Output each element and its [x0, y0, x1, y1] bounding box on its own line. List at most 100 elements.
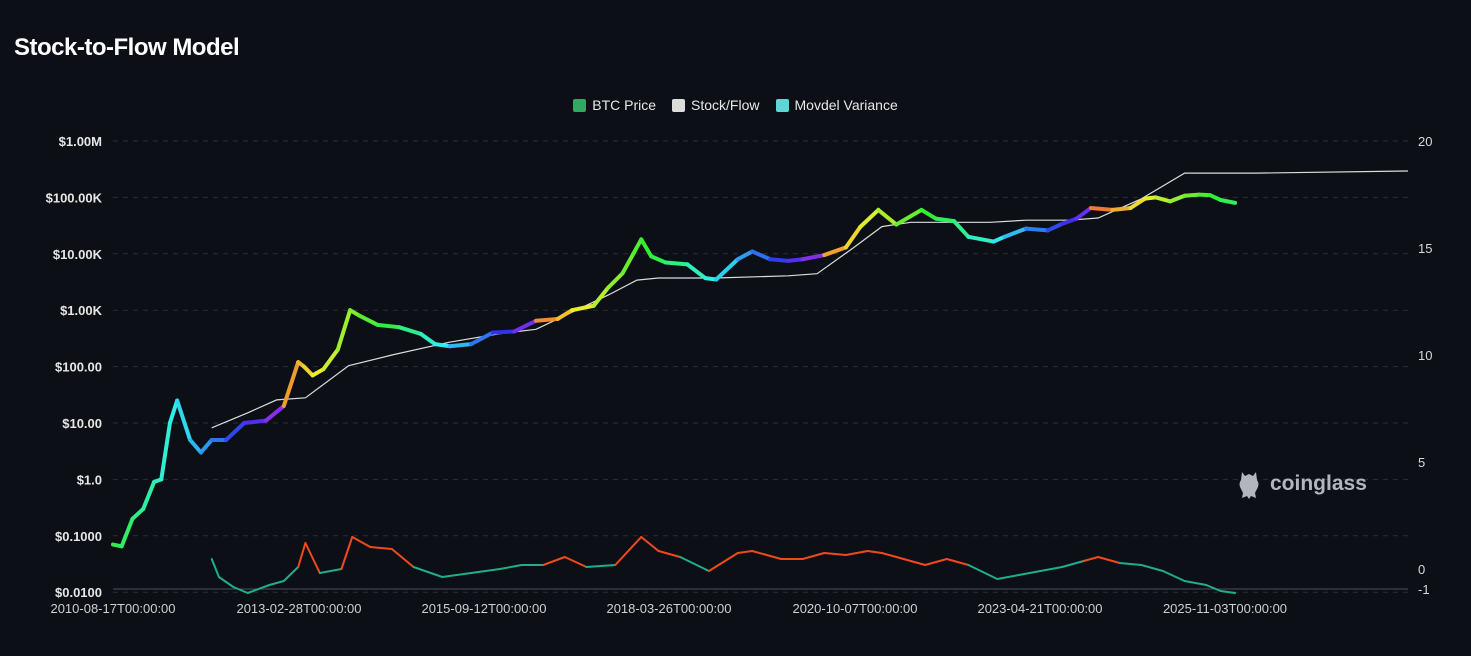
model-variance-segment [751, 550, 783, 560]
model-variance-segment [707, 552, 739, 572]
model-variance-segment [390, 548, 415, 568]
btc-price-segment [263, 404, 286, 423]
btc-price-segment [141, 479, 157, 511]
btc-price-segment [1128, 196, 1147, 210]
model-variance-segment [902, 558, 927, 566]
left-tick-label: $100.00K [46, 190, 103, 205]
model-variance-segment [1161, 570, 1186, 582]
model-variance-segment [217, 576, 235, 588]
right-tick-label: 0 [1418, 562, 1425, 577]
left-tick-label: $100.00 [55, 360, 102, 375]
btc-price-segment [490, 329, 517, 335]
x-tick-label: 2023-04-21T00:00:00 [977, 601, 1102, 616]
legend-label-btc-price: BTC Price [592, 97, 657, 113]
left-tick-label: $1.00M [59, 134, 102, 149]
btc-price-segment [1153, 195, 1173, 204]
model-variance-segment [1082, 556, 1100, 562]
btc-price-segment [843, 224, 863, 250]
x-tick-label: 2010-08-17T00:00:00 [50, 601, 175, 616]
left-axis-price: $1.00M $100.00K $10.00K $1.00K $100.00 $10.00… [46, 134, 103, 600]
model-variance-segment [297, 542, 307, 568]
x-tick-label: 2018-03-26T00:00:00 [606, 601, 731, 616]
right-axis: 20 15 10 5 0 -1 [1418, 134, 1432, 597]
left-tick-label: $1.00K [60, 303, 103, 318]
model-variance-segment [441, 572, 473, 578]
stock-flow-swatch-icon [672, 98, 686, 112]
left-tick-label: $0.1000 [55, 529, 102, 544]
btc-price-segment [768, 257, 791, 263]
model-variance-segment [1219, 590, 1237, 594]
btc-price-segment [175, 398, 193, 442]
left-tick-label: $1.0 [77, 472, 102, 487]
btc-price-segment [335, 308, 353, 352]
model-variance-segment [801, 552, 826, 560]
btc-price-segment [1110, 205, 1133, 212]
model-variance-segment [823, 552, 847, 556]
btc-price-segment [822, 245, 848, 258]
btc-price-segment [858, 207, 881, 229]
btc-price-segment [876, 207, 899, 227]
model-variance-segment [640, 536, 660, 552]
model-variance-segment [246, 584, 271, 594]
btc-price-segment [735, 249, 755, 262]
right-tick-label: 15 [1418, 241, 1432, 256]
btc-price-segment [397, 325, 423, 336]
btc-price-segment [951, 219, 971, 239]
left-tick-label: $10.00 [62, 416, 102, 431]
coinglass-watermark: coinglass [1236, 468, 1367, 500]
model-variance-segment [924, 558, 948, 566]
btc-price-swatch-icon [573, 98, 587, 112]
model-variance-segment [996, 574, 1020, 580]
model-variance-segment [304, 542, 321, 574]
model-variance-segment [282, 566, 300, 582]
left-tick-label: $0.0100 [55, 585, 102, 600]
legend-item-btc-price[interactable]: BTC Price [573, 97, 656, 113]
x-tick-label: 2025-11-03T00:00:00 [1163, 601, 1287, 616]
model-variance-segment [736, 550, 754, 554]
legend-item-model-variance[interactable]: Movdel Variance [775, 97, 898, 113]
btc-price-segment [649, 254, 668, 265]
btc-price-segment [281, 360, 301, 409]
x-axis-dates: 2010-08-17T00:00:00 2013-02-28T00:00:00 20… [50, 601, 1287, 616]
model-variance-segment [1097, 556, 1121, 564]
btc-price-segment [639, 237, 654, 259]
btc-price-segment [1182, 192, 1202, 198]
right-tick-label: -1 [1418, 582, 1430, 597]
btc-price-segment [119, 516, 135, 549]
model-variance-segment [679, 556, 710, 572]
model-variance-segment [351, 536, 372, 548]
legend-item-stock-flow[interactable]: Stock/Flow [672, 97, 760, 113]
btc-price-segment [188, 437, 203, 455]
model-variance-segment [1118, 562, 1143, 566]
btc-price-segment [321, 347, 340, 372]
x-tick-label: 2015-09-12T00:00:00 [421, 601, 546, 616]
model-variance-segment [470, 568, 501, 574]
right-tick-label: 20 [1418, 134, 1432, 149]
btc-price-segment [591, 285, 611, 308]
btc-price-segment [1074, 205, 1093, 221]
btc-price-segment [1060, 216, 1079, 226]
model-variance-segment [542, 556, 566, 566]
btc-price-segment [714, 257, 740, 282]
chart-title: Stock-to-Flow Model [14, 34, 240, 61]
right-tick-label: 5 [1418, 455, 1425, 470]
legend: BTC Price Stock/Flow Movdel Variance [0, 97, 1471, 113]
btc-price-segment [1024, 226, 1050, 233]
model-variance-segment [1205, 584, 1222, 592]
model-variance-segment [945, 558, 970, 566]
btc-price-segment [534, 316, 560, 323]
model-variance-segment [318, 568, 343, 574]
model-variance-segment [232, 586, 249, 594]
model-variance-segment [369, 546, 393, 550]
model-variance-segment [844, 550, 869, 556]
legend-label-stock-flow: Stock/Flow [691, 97, 760, 113]
btc-price-segment [1088, 205, 1115, 212]
left-tick-label: $10.00K [53, 247, 103, 262]
btc-price-segment [198, 437, 214, 455]
x-tick-label: 2013-02-28T00:00:00 [236, 601, 361, 616]
model-variance-segment [866, 550, 883, 554]
model-variance-segment [412, 566, 444, 578]
btc-price-segment [469, 330, 495, 347]
btc-price-segment [310, 367, 326, 378]
